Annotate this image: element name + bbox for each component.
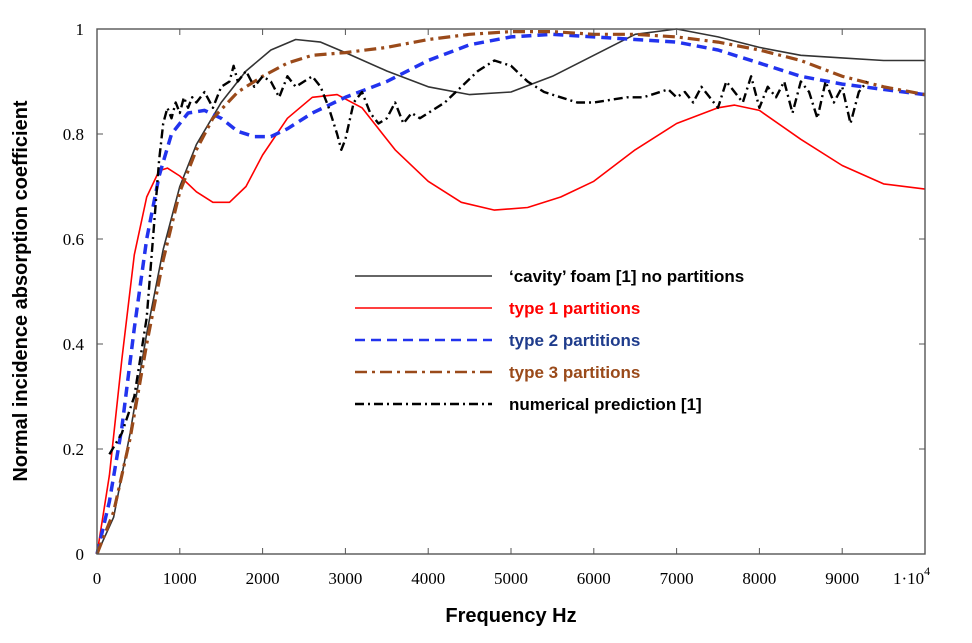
y-tick-labels: 0 0.2 0.4 0.6 0.8 1: [63, 20, 85, 564]
y-tick-label-5: 1: [76, 20, 85, 39]
ticks-layer: [96, 28, 926, 555]
x-tick-label-0: 0: [93, 569, 102, 588]
y-tick-label-3: 0.6: [63, 230, 84, 249]
legend: ‘cavity’ foam [1] no partitions type 1 pa…: [355, 267, 744, 414]
x-tick-label-5: 5000: [494, 569, 528, 588]
x-end-exponent: 4: [924, 564, 930, 578]
x-tick-label-7: 7000: [660, 569, 694, 588]
x-tick-label-6: 6000: [577, 569, 611, 588]
series-line-5: [108, 59, 868, 455]
x-end-mantissa: 1·10: [893, 569, 924, 588]
x-tick-label-9: 9000: [825, 569, 859, 588]
x-tick-label-4: 4000: [411, 569, 445, 588]
series-line-4: [95, 30, 926, 555]
series-line-1: [96, 28, 925, 555]
series-layer: [95, 28, 926, 555]
x-tick-label-3: 3000: [328, 569, 362, 588]
y-axis-title: Normal incidence absorption coefficient: [10, 100, 32, 482]
y-tick-label-1: 0.2: [63, 440, 84, 459]
legend-label-5: numerical prediction [1]: [509, 395, 702, 414]
y-tick-label-2: 0.4: [63, 335, 85, 354]
legend-label-1: ‘cavity’ foam [1] no partitions: [509, 267, 744, 286]
x-tick-label-end: 1·104: [893, 564, 930, 588]
x-tick-label-8: 8000: [742, 569, 776, 588]
x-tick-label-1: 1000: [163, 569, 197, 588]
legend-label-3: type 2 partitions: [509, 331, 640, 350]
y-tick-label-0: 0: [76, 545, 85, 564]
x-tick-labels: 0 1000 2000 3000 4000 5000 6000 7000 8000 9000: [93, 569, 859, 588]
x-tick-label-2: 2000: [246, 569, 280, 588]
x-axis-title: Frequency Hz: [445, 605, 576, 627]
legend-label-4: type 3 partitions: [509, 363, 640, 382]
y-tick-label-4: 0.8: [63, 125, 84, 144]
legend-label-2: type 1 partitions: [509, 299, 640, 318]
